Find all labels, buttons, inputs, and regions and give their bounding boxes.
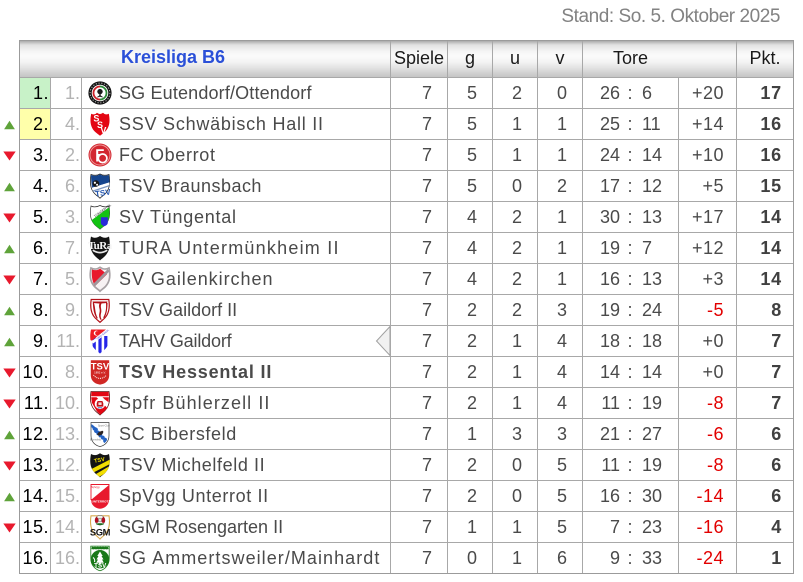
svg-text:TSV: TSV [94,563,107,570]
svg-text:Sport-Club: Sport-Club [98,424,111,427]
svg-text:TSV: TSV [94,457,106,465]
svg-text:TAHV GAILDORF: TAHV GAILDORF [96,327,112,340]
svg-text:SGM: SGM [90,527,111,538]
svg-text:SpVgg: SpVgg [91,485,100,489]
svg-text:Bibersfeld: Bibersfeld [90,439,102,442]
svg-text:S: S [97,120,103,130]
svg-text:TSV: TSV [91,361,110,372]
svg-text:TuRa: TuRa [88,240,112,252]
svg-text:TSV: TSV [95,187,112,198]
svg-text:V: V [100,126,106,136]
svg-text:1892 e.V.: 1892 e.V. [94,371,106,375]
svg-text:S: S [93,114,99,124]
svg-text:UNTERROT: UNTERROT [92,500,109,504]
